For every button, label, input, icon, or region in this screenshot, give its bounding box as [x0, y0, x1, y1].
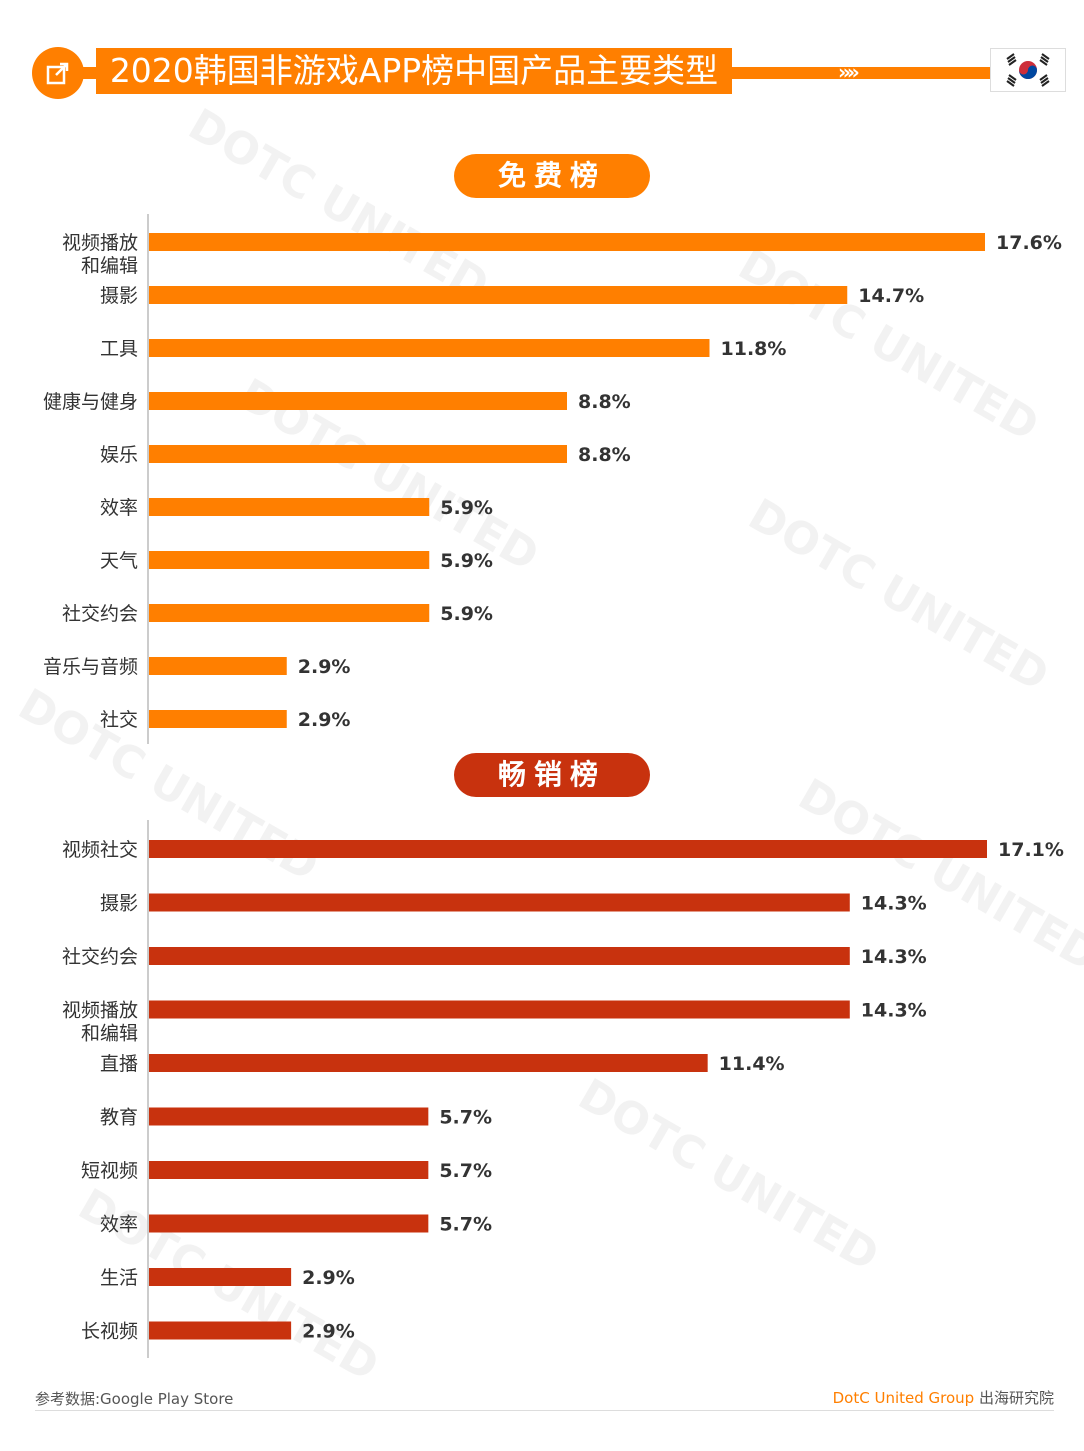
bar-value-label: 5.7%: [439, 1160, 492, 1182]
category-label: 社交约会: [62, 946, 138, 968]
category-label: 视频播放和编辑: [62, 232, 138, 277]
bar-value-label: 5.9%: [440, 603, 493, 625]
bar-value-label: 14.3%: [861, 1000, 927, 1022]
category-label: 长视频: [81, 1321, 138, 1343]
bar-value-label: 8.8%: [578, 391, 631, 413]
bar-value-label: 2.9%: [298, 656, 351, 678]
bar: [149, 604, 430, 622]
free-chart-title: 免费榜: [454, 154, 650, 198]
footer-brand: DotC United Group: [832, 1389, 975, 1407]
category-label: 效率: [100, 497, 138, 519]
bar-value-label: 2.9%: [302, 1267, 355, 1289]
category-label: 视频播放和编辑: [62, 1000, 138, 1045]
chevron-right-icon: »»: [838, 60, 860, 84]
korea-flag-icon: [990, 48, 1066, 92]
bar-value-label: 14.3%: [861, 946, 927, 968]
grossing-chart-title: 畅销榜: [454, 753, 650, 797]
bar: [149, 1161, 429, 1179]
bar: [149, 1321, 292, 1340]
bar: [149, 657, 287, 675]
category-label: 生活: [100, 1267, 138, 1289]
share-icon: [46, 62, 69, 85]
category-label: 社交: [100, 709, 138, 731]
bar-value-label: 14.7%: [858, 285, 924, 307]
bar-value-label: 2.9%: [302, 1321, 355, 1343]
category-label: 效率: [100, 1214, 138, 1236]
category-label: 工具: [100, 338, 138, 360]
bar: [149, 233, 985, 251]
bar: [149, 1054, 708, 1072]
category-label: 健康与健身: [43, 391, 138, 413]
bar-value-label: 17.1%: [998, 839, 1064, 861]
bar-value-label: 11.4%: [719, 1053, 785, 1075]
footer-institute: 出海研究院: [978, 1389, 1054, 1407]
bar-value-label: 8.8%: [578, 444, 631, 466]
bar: [149, 339, 710, 357]
page-title: 2020韩国非游戏APP榜中国产品主要类型: [96, 48, 732, 94]
bar: [149, 1107, 429, 1126]
category-label: 摄影: [100, 893, 138, 915]
bar: [149, 498, 430, 516]
category-label: 直播: [100, 1053, 138, 1075]
bar-value-label: 17.6%: [996, 232, 1062, 254]
header-badge: [32, 47, 84, 99]
free-chart: 17.6% 视频播放和编辑 14.7% 摄影 11.8% 工具 8.8% 健康与健身 8.8% 娱…: [43, 214, 1062, 744]
bar-value-label: 11.8%: [721, 338, 787, 360]
category-label: 短视频: [81, 1160, 138, 1182]
bar-value-label: 5.9%: [440, 497, 493, 519]
category-label: 天气: [100, 550, 138, 572]
bar: [149, 893, 850, 912]
bar: [149, 710, 287, 728]
bar: [149, 392, 567, 410]
bar: [149, 551, 430, 569]
bar-value-label: 14.3%: [861, 893, 927, 915]
category-label: 娱乐: [100, 444, 138, 466]
category-label: 社交约会: [62, 603, 138, 625]
bar: [149, 1000, 850, 1019]
footer-divider: [35, 1410, 1054, 1411]
grossing-chart: 17.1% 视频社交 14.3% 摄影 14.3% 社交约会 14.3% 视频播放和编辑 11.…: [62, 820, 1064, 1358]
bar: [149, 840, 987, 858]
category-label: 教育: [100, 1107, 138, 1129]
bar-value-label: 5.7%: [439, 1214, 492, 1236]
bar: [149, 286, 848, 304]
footer-source: 参考数据:Google Play Store: [35, 1390, 234, 1408]
bar-value-label: 5.7%: [439, 1107, 492, 1129]
bar: [149, 947, 850, 965]
category-label: 摄影: [100, 285, 138, 307]
bar-value-label: 5.9%: [440, 550, 493, 572]
bar: [149, 445, 567, 463]
header: 2020韩国非游戏APP榜中国产品主要类型 »»: [0, 0, 1084, 110]
footer-credit: DotC United Group 出海研究院: [833, 1387, 1054, 1408]
category-label: 音乐与音频: [43, 656, 138, 678]
bar-value-label: 2.9%: [298, 709, 351, 731]
category-label: 视频社交: [62, 839, 138, 861]
bar: [149, 1214, 429, 1233]
bar: [149, 1268, 292, 1286]
